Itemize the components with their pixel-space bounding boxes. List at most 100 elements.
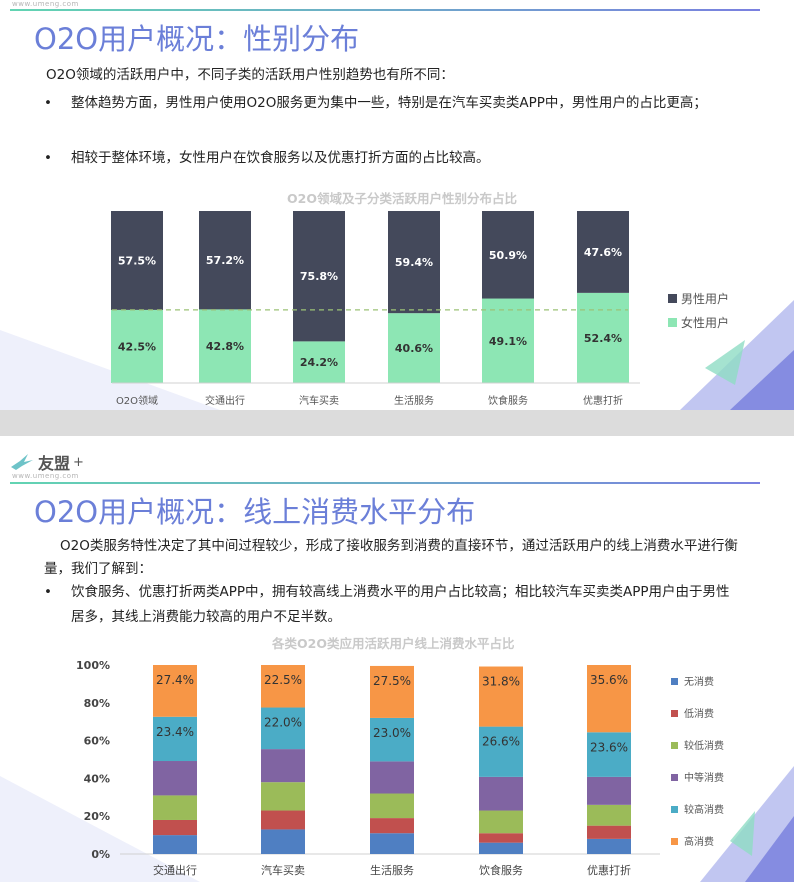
intro-text: O2O类服务特性决定了其中间过程较少，形成了接收服务到消费的直接环节，通过活跃用… [44,538,738,577]
category-label: 生活服务 [394,394,434,407]
data-label-female: 40.6% [395,342,433,355]
bar-segment [479,833,523,843]
bullet-dot: • [44,150,52,166]
data-label-female: 49.1% [489,335,527,348]
legend-label: 无消费 [684,675,714,688]
data-label-male: 59.4% [395,256,433,269]
brand-plus: + [73,454,84,470]
category-label: 生活服务 [370,863,414,877]
bar-male [388,211,440,314]
legend-swatch [671,678,678,685]
category-label: 优惠打折 [583,394,623,407]
bar-segment [370,717,414,762]
bar-segment [587,838,631,854]
bar-segment [153,665,197,717]
data-label: 26.6% [482,735,520,749]
bullet-item: • 饮食服务、优惠打折两类APP中，拥有较高线上消费水平的用户占比较高；相比较汽… [44,580,741,630]
legend-swatch-female [668,318,677,327]
bar-segment [153,761,197,796]
data-label-male: 57.5% [118,254,156,267]
bullet-text: 整体趋势方面，男性用户使用O2O服务更为集中一些，特别是在汽车买卖类APP中，男… [71,95,707,111]
data-label: 23.6% [590,740,628,754]
legend-label: 低消费 [684,707,714,720]
y-tick-label: 100% [76,659,110,672]
category-label: 交通出行 [205,394,245,407]
legend-label: 中等消费 [684,771,724,784]
swallow-logo-icon [11,454,33,470]
bar-segment [153,819,197,836]
legend-label: 高消费 [684,835,714,848]
bullet-dot: • [44,584,52,600]
bar-female [111,309,163,383]
bar-male [482,211,534,299]
data-label-female: 52.4% [584,332,622,345]
bar-segment [479,842,523,854]
chart-title: O2O领域及子分类活跃用户性别分布占比 [287,191,517,206]
data-label: 22.5% [264,673,302,687]
legend-swatch [671,838,678,845]
page-title: O2O用户概况：线上消费水平分布 [34,495,476,529]
category-label: 交通出行 [153,863,197,877]
data-label-male: 57.2% [206,254,244,267]
bar-segment [370,793,414,819]
bar-male [111,211,163,310]
bar-male [199,211,251,310]
bullet-item: • 整体趋势方面，男性用户使用O2O服务更为集中一些，特别是在汽车买卖类APP中… [44,90,741,117]
bar-segment [261,810,305,830]
site-url: www.umeng.com [12,0,79,8]
bullet-text: 饮食服务、优惠打折两类APP中，拥有较高线上消费水平的用户占比较高；相比较汽车买… [71,584,730,625]
data-label: 22.0% [264,716,302,730]
site-url: www.umeng.com [12,472,79,480]
bar-segment [370,665,414,718]
background-decoration [0,0,794,410]
category-label: 汽车买卖 [299,394,339,407]
bullet-item: • 相较于整体环境，女性用户在饮食服务以及优惠打折方面的占比较高。 [44,145,741,172]
bar-segment [261,665,305,708]
bar-segment [153,795,197,820]
bar-female [199,309,251,383]
y-tick-label: 0% [91,848,110,861]
y-tick-label: 20% [84,810,110,823]
category-label: 饮食服务 [488,394,528,407]
gender-chart: 42.5% 57.5% O2O领域 42.8% 57.2% 交通出行 24.2% 75.8% 汽… [111,211,729,407]
intro-text: O2O领域的活跃用户中，不同子类的活跃用户性别趋势也有所不同： [46,67,454,83]
bar-segment [587,732,631,777]
data-label-male: 47.6% [584,246,622,259]
data-label: 35.6% [590,673,628,687]
data-label: 31.8% [482,675,520,689]
bar-segment [370,761,414,794]
legend-swatch-male [668,294,677,303]
legend-swatch [671,806,678,813]
category-label: 汽车买卖 [261,863,305,877]
bar-female [577,292,629,383]
legend-swatch [671,774,678,781]
bar-male [293,211,345,342]
bar-segment [587,825,631,839]
category-label: O2O领域 [116,394,158,407]
data-label-female: 24.2% [300,356,338,369]
bar-segment [479,726,523,777]
data-label: 23.0% [373,726,411,740]
legend-label: 较低消费 [684,739,724,752]
bar-female [482,298,534,383]
legend-label: 较高消费 [684,803,724,816]
data-label: 27.4% [156,673,194,687]
legend-swatch [671,742,678,749]
category-label: 饮食服务 [479,863,523,877]
bar-segment [261,749,305,783]
brand-logo: 友盟 + [10,450,84,474]
bar-segment [479,776,523,811]
category-label: 优惠打折 [587,863,631,877]
legend-label-male: 男性用户 [681,291,729,306]
bullet-text: 相较于整体环境，女性用户在饮食服务以及优惠打折方面的占比较高。 [71,150,490,166]
bar-segment [370,833,414,854]
bar-segment [479,810,523,834]
y-tick-label: 60% [84,735,110,748]
background-decoration [0,436,794,882]
consumption-chart: 0% 20% 40% 60% 80% 100% 23.4% 27.4% 交通出行 22.0% 22.… [76,659,724,877]
legend-swatch [671,710,678,717]
header-rule [10,9,760,11]
slide-gender-distribution: www.umeng.com O2O用户概况：性别分布 O2O领域的活跃用户中，不… [0,0,794,410]
bar-segment [370,818,414,834]
data-label-female: 42.8% [206,340,244,353]
